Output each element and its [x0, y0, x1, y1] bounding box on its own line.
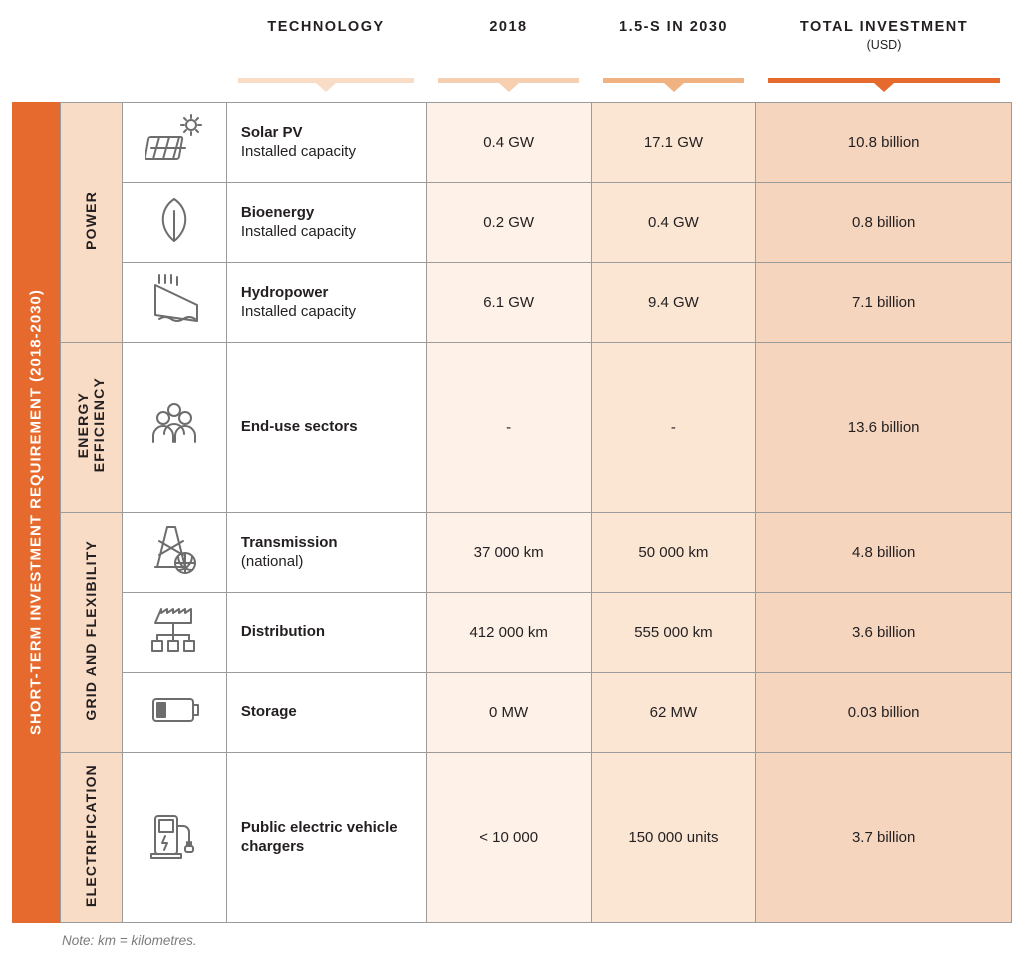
val-2018-transmission: 37 000 km	[426, 513, 591, 593]
tech-solar_pv: Solar PVInstalled capacity	[226, 103, 426, 183]
bioenergy-icon	[122, 183, 226, 263]
header-2030: 1.5-S IN 2030	[591, 12, 756, 102]
header-2018: 2018	[426, 12, 591, 102]
tech-enduse: End-use sectors	[226, 343, 426, 513]
transmission-icon	[122, 513, 226, 593]
val-2030-storage: 62 MW	[591, 673, 756, 753]
val-2018-enduse: -	[426, 343, 591, 513]
header-technology: TECHNOLOGY	[226, 12, 426, 102]
investment-table: SHORT-TERM INVESTMENT REQUIREMENT (2018-…	[12, 12, 1012, 923]
enduse-icon	[122, 343, 226, 513]
val-invest-ev: 3.7 billion	[756, 753, 1012, 923]
ev-charger-icon	[122, 753, 226, 923]
val-2030-distribution: 555 000 km	[591, 593, 756, 673]
tech-distribution: Distribution	[226, 593, 426, 673]
left-rail-label: SHORT-TERM INVESTMENT REQUIREMENT (2018-…	[12, 102, 60, 923]
val-invest-hydropower: 7.1 billion	[756, 263, 1012, 343]
solar-pv-icon	[122, 103, 226, 183]
storage-icon	[122, 673, 226, 753]
table-row: Distribution412 000 km555 000 km3.6 bill…	[61, 593, 1012, 673]
val-2018-ev: < 10 000	[426, 753, 591, 923]
category-power: POWER	[61, 103, 123, 343]
category-elec: ELECTRIFICATION	[61, 753, 123, 923]
data-grid: POWERSolar PVInstalled capacity0.4 GW17.…	[60, 102, 1012, 923]
table-row: BioenergyInstalled capacity0.2 GW0.4 GW0…	[61, 183, 1012, 263]
val-2030-hydropower: 9.4 GW	[591, 263, 756, 343]
column-headers: TECHNOLOGY 2018 1.5-S IN 2030 TOTAL INVE…	[60, 12, 1012, 102]
tech-storage: Storage	[226, 673, 426, 753]
val-2030-solar_pv: 17.1 GW	[591, 103, 756, 183]
val-invest-storage: 0.03 billion	[756, 673, 1012, 753]
tech-transmission: Transmission(national)	[226, 513, 426, 593]
val-2018-bioenergy: 0.2 GW	[426, 183, 591, 263]
val-2030-bioenergy: 0.4 GW	[591, 183, 756, 263]
tech-ev: Public electric vehicle chargers	[226, 753, 426, 923]
table-row: GRID AND FLEXIBILITYTransmission(nationa…	[61, 513, 1012, 593]
val-invest-enduse: 13.6 billion	[756, 343, 1012, 513]
val-2030-enduse: -	[591, 343, 756, 513]
table-row: HydropowerInstalled capacity6.1 GW9.4 GW…	[61, 263, 1012, 343]
distribution-icon	[122, 593, 226, 673]
hydropower-icon	[122, 263, 226, 343]
tech-hydropower: HydropowerInstalled capacity	[226, 263, 426, 343]
tech-bioenergy: BioenergyInstalled capacity	[226, 183, 426, 263]
table-row: Storage0 MW62 MW0.03 billion	[61, 673, 1012, 753]
val-2018-hydropower: 6.1 GW	[426, 263, 591, 343]
table-content: TECHNOLOGY 2018 1.5-S IN 2030 TOTAL INVE…	[60, 12, 1012, 923]
val-invest-distribution: 3.6 billion	[756, 593, 1012, 673]
val-invest-solar_pv: 10.8 billion	[756, 103, 1012, 183]
val-2018-solar_pv: 0.4 GW	[426, 103, 591, 183]
category-grid: GRID AND FLEXIBILITY	[61, 513, 123, 753]
val-invest-bioenergy: 0.8 billion	[756, 183, 1012, 263]
table-row: ELECTRIFICATION Public electric vehicle c…	[61, 753, 1012, 923]
header-investment: TOTAL INVESTMENT (USD)	[756, 12, 1012, 102]
val-2030-transmission: 50 000 km	[591, 513, 756, 593]
val-2018-storage: 0 MW	[426, 673, 591, 753]
table-row: POWERSolar PVInstalled capacity0.4 GW17.…	[61, 103, 1012, 183]
val-2030-ev: 150 000 units	[591, 753, 756, 923]
table-row: ENERGYEFFICIENCY End-use sectors--13.6 bi…	[61, 343, 1012, 513]
category-ee: ENERGYEFFICIENCY	[61, 343, 123, 513]
val-2018-distribution: 412 000 km	[426, 593, 591, 673]
footnote: Note: km = kilometres.	[62, 933, 1012, 948]
val-invest-transmission: 4.8 billion	[756, 513, 1012, 593]
